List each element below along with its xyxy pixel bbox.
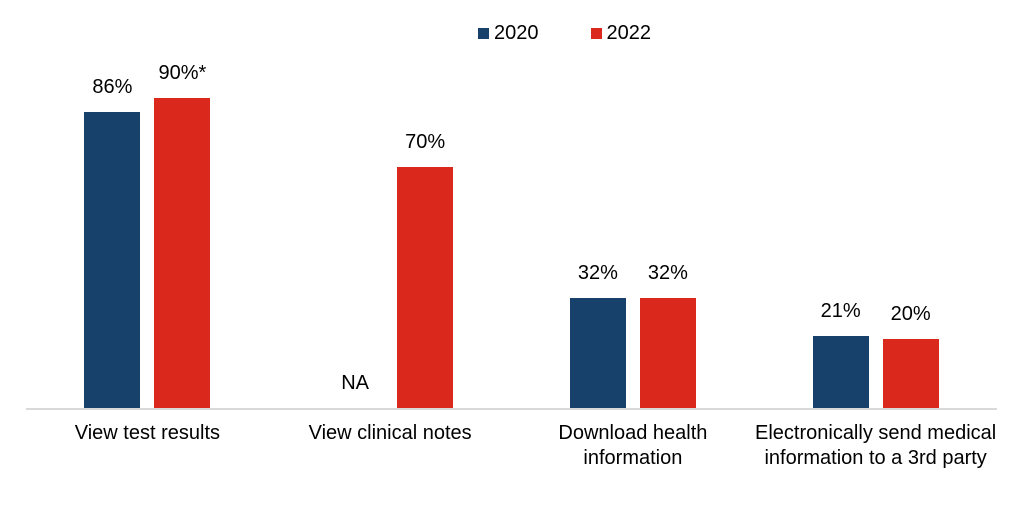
value-label-2020-category-4: 21% (820, 300, 861, 322)
value-label-2020-category-2: NA (341, 372, 370, 394)
category-label-2: View clinical notes (308, 422, 472, 444)
legend-swatch-2022-icon (590, 27, 602, 39)
bar-2022-category-4 (882, 339, 939, 408)
category-label-4: Electronically send medical information … (755, 422, 997, 469)
legend-label: 2022 (606, 22, 652, 44)
bar-2020-category-1 (84, 112, 141, 408)
legend: 2020 2022 (478, 22, 651, 44)
legend-label: 2020 (494, 22, 539, 44)
x-axis-line (26, 408, 997, 410)
legend-swatch-2020-icon (478, 27, 489, 39)
value-label-2022-category-4: 20% (890, 303, 931, 325)
bar-2020-category-3 (569, 298, 626, 408)
value-label-2022-category-3: 32% (647, 262, 688, 284)
value-label-2020-category-3: 32% (577, 262, 618, 284)
bar-2022-category-1 (154, 98, 211, 408)
bar-2022-category-3 (639, 298, 696, 408)
legend-item-2020: 2020 (478, 22, 539, 44)
category-label-1: View test results (74, 422, 220, 444)
category-label-3: Download health information (558, 422, 708, 469)
value-label-2020-category-1: 86% (92, 76, 133, 98)
bar-2022-category-2 (397, 167, 454, 408)
value-label-2022-category-1: 90%* (158, 62, 207, 84)
legend-item-2022: 2022 (590, 22, 652, 44)
value-label-2022-category-2: 70% (405, 131, 446, 153)
bar-2020-category-4 (812, 336, 869, 408)
